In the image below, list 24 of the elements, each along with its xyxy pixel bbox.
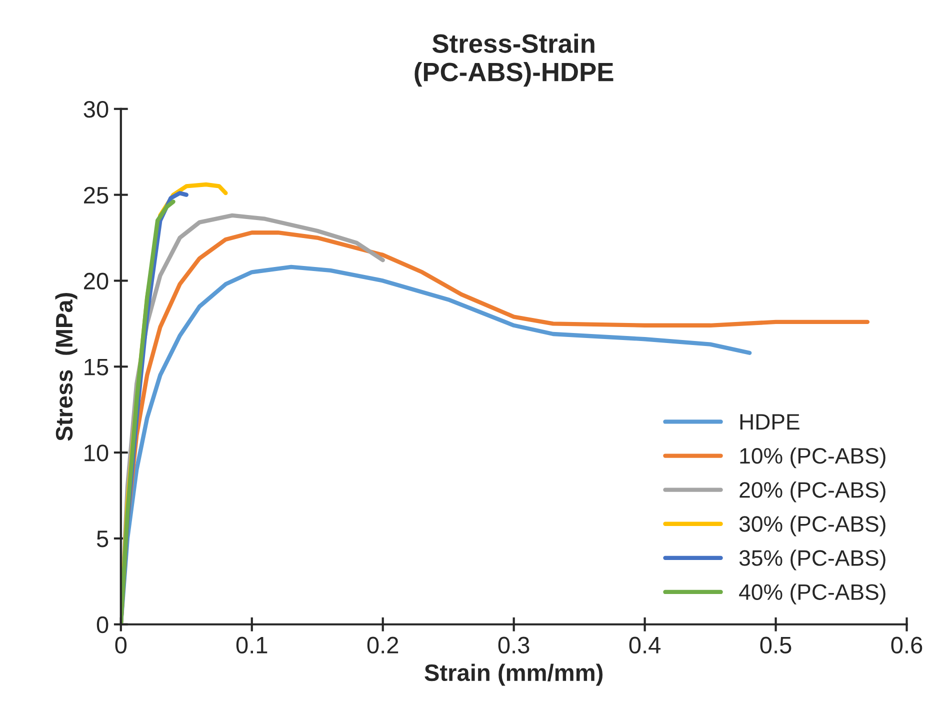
y-tick-label: 30 (84, 100, 108, 118)
x-tick-label: 0.3 (498, 636, 530, 654)
y-tick-label: 5 (96, 530, 108, 548)
y-tick-label: 10 (84, 444, 108, 462)
y-tick-label: 0 (96, 616, 108, 634)
legend-label: HDPE (740, 414, 800, 430)
x-axis-title: Strain (mm/mm) (424, 664, 603, 686)
legend-label: 30% (PC-ABS) (739, 516, 886, 536)
legend-label: 40% (PC-ABS) (739, 584, 886, 604)
line-series (120, 200, 176, 624)
y-tick-label: 20 (84, 272, 108, 290)
legend-label: 10% (PC-ABS) (740, 447, 886, 468)
legend-label: 35% (PC-ABS) (739, 550, 886, 570)
y-tick-label: 25 (84, 186, 108, 204)
y-axis-title: Stress (MPa) (55, 293, 78, 441)
x-tick-label: 0 (115, 636, 127, 654)
chart-title: Stress-Strain (PC-ABS)-HDPE (414, 34, 614, 87)
x-tick-label: 0.4 (629, 636, 661, 654)
legend-label: 20% (PC-ABS) (740, 482, 886, 502)
x-tick-label: 0.6 (891, 636, 922, 654)
y-tick-label: 15 (84, 358, 108, 376)
x-tick-label: 0.5 (760, 636, 792, 654)
x-tick-label: 0.1 (236, 636, 268, 654)
x-tick-label: 0.2 (367, 636, 398, 654)
